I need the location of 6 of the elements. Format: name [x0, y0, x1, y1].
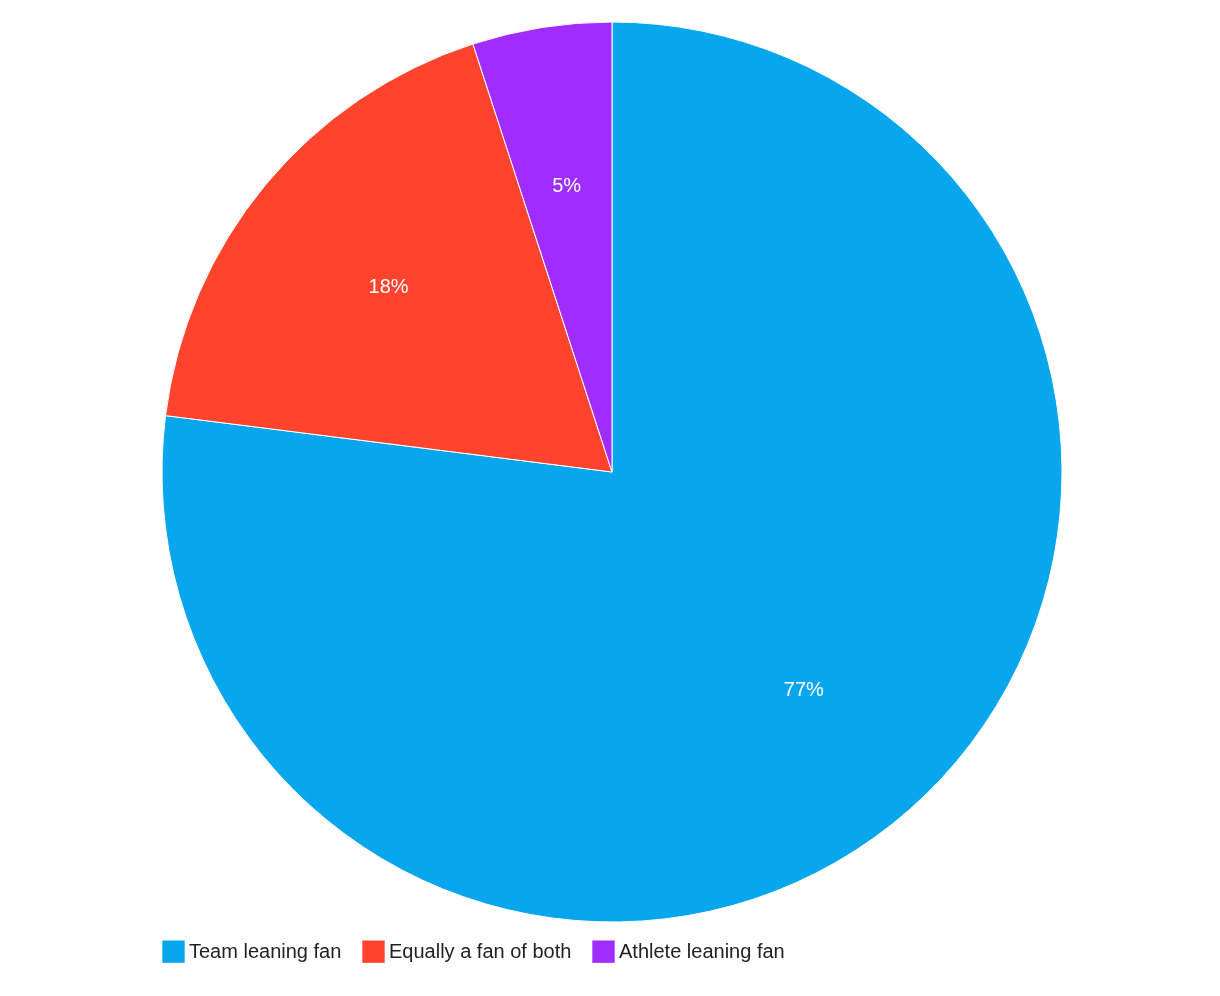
legend-label: Team leaning fan [189, 939, 342, 962]
data-label: 18% [368, 275, 409, 298]
data-label: 5% [552, 173, 582, 196]
data-label: 77% [783, 677, 825, 700]
legend-label: Athlete leaning fan [619, 939, 785, 962]
legend-label: Equally a fan of both [389, 939, 572, 962]
